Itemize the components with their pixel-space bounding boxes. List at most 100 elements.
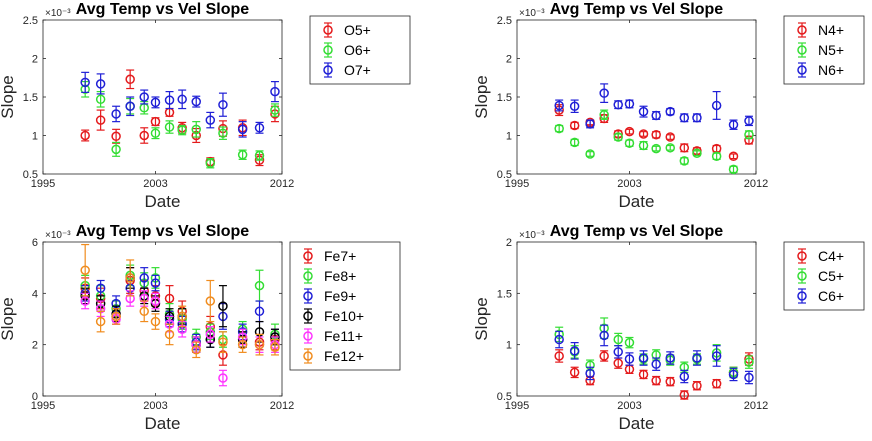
data-marker [651, 129, 661, 140]
legend-label: C6+ [818, 288, 844, 304]
data-marker [599, 330, 609, 341]
data-point [692, 350, 702, 366]
data-point [254, 300, 265, 323]
y-tick-label: 2.5 [23, 15, 38, 27]
data-marker [150, 316, 161, 327]
data-point [80, 71, 90, 93]
data-point [139, 89, 149, 105]
data-point [125, 96, 135, 117]
data-point [95, 109, 106, 131]
data-marker [711, 378, 722, 389]
data-point [679, 369, 690, 384]
data-marker [111, 311, 121, 322]
axes-box [516, 241, 757, 397]
data-marker [665, 353, 675, 363]
data-marker [624, 354, 635, 364]
axes-box [42, 241, 283, 397]
data-point [270, 80, 280, 103]
x-tick-label: 1995 [505, 178, 529, 190]
data-marker [744, 116, 754, 126]
data-point [554, 99, 564, 112]
data-point [164, 323, 175, 346]
legend-item: Fe8+ [303, 268, 356, 284]
data-point [237, 149, 248, 160]
data-point [711, 345, 722, 367]
data-marker [711, 151, 722, 162]
y-tick-label: 1.5 [497, 288, 512, 300]
legend-marker [323, 45, 333, 55]
legend-item: Fe10+ [303, 308, 364, 324]
y-tick-label: 1.5 [23, 92, 38, 104]
data-marker [728, 164, 739, 175]
data-marker [711, 100, 722, 111]
data-point [638, 350, 649, 366]
legend-label: Fe11+ [324, 328, 363, 344]
data-point [177, 89, 187, 110]
data-marker [80, 265, 90, 275]
legend-marker [303, 291, 313, 301]
data-point [218, 331, 228, 353]
data-marker [164, 293, 175, 304]
data-marker [624, 126, 635, 137]
data-point [613, 345, 623, 359]
data-point [569, 342, 580, 360]
data-point [80, 243, 90, 297]
legend-marker [797, 45, 807, 55]
legend-item: Fe7+ [303, 248, 356, 264]
data-point [613, 332, 623, 347]
data-marker [139, 92, 149, 102]
data-point [191, 341, 201, 359]
data-point [638, 129, 649, 139]
data-marker [218, 128, 228, 138]
legend-item: Fe11+ [303, 328, 363, 344]
data-point [111, 141, 121, 157]
legend-label: Fe8+ [324, 268, 356, 284]
data-marker [270, 86, 280, 97]
data-point [111, 128, 121, 144]
data-marker [728, 151, 739, 162]
data-marker [679, 156, 690, 166]
data-marker [139, 306, 149, 317]
x-tick-label: 2012 [744, 400, 768, 412]
data-point [665, 143, 675, 153]
series-C5+ [554, 317, 754, 379]
data-point [218, 285, 228, 328]
data-marker [237, 124, 248, 135]
legend-marker [303, 251, 313, 261]
data-marker [125, 101, 135, 111]
y-tick-label: 2 [32, 54, 38, 66]
legend-marker [797, 291, 807, 301]
data-point [599, 109, 609, 120]
data-marker [651, 375, 661, 386]
data-point [744, 115, 754, 127]
data-point [95, 310, 106, 333]
data-point [692, 148, 702, 158]
data-point [613, 357, 623, 369]
data-point [270, 103, 280, 117]
data-point [599, 324, 609, 347]
legend-marker [303, 271, 313, 281]
y-tick-label: 6 [32, 237, 38, 249]
y-tick-label: 2 [506, 237, 512, 249]
data-marker [679, 371, 690, 382]
y-axis-label: Slope [472, 297, 491, 340]
y-tick-label: 2 [506, 54, 512, 66]
legend-item: Fe9+ [303, 288, 356, 304]
legend-box [309, 15, 411, 85]
y-tick-label: 1 [32, 131, 38, 143]
chart-panel: 1995 2003 2012 0.5 1 1.5 2 2.5 ×10⁻³ Avg Temp vs … [472, 1, 865, 211]
data-marker [569, 346, 580, 356]
chart-panel: 1995 2003 2012 0 2 4 6 ×10⁻³ Avg Temp vs Vel Slo… [0, 223, 401, 433]
data-marker [95, 283, 106, 293]
data-marker [728, 369, 739, 380]
data-marker [569, 137, 580, 148]
data-marker [95, 94, 106, 105]
data-marker [164, 122, 175, 132]
data-marker [218, 337, 228, 347]
x-axis-label: Date [145, 192, 181, 211]
data-point [218, 126, 228, 140]
data-point [624, 364, 635, 375]
data-point [665, 376, 675, 387]
data-marker [80, 130, 90, 141]
